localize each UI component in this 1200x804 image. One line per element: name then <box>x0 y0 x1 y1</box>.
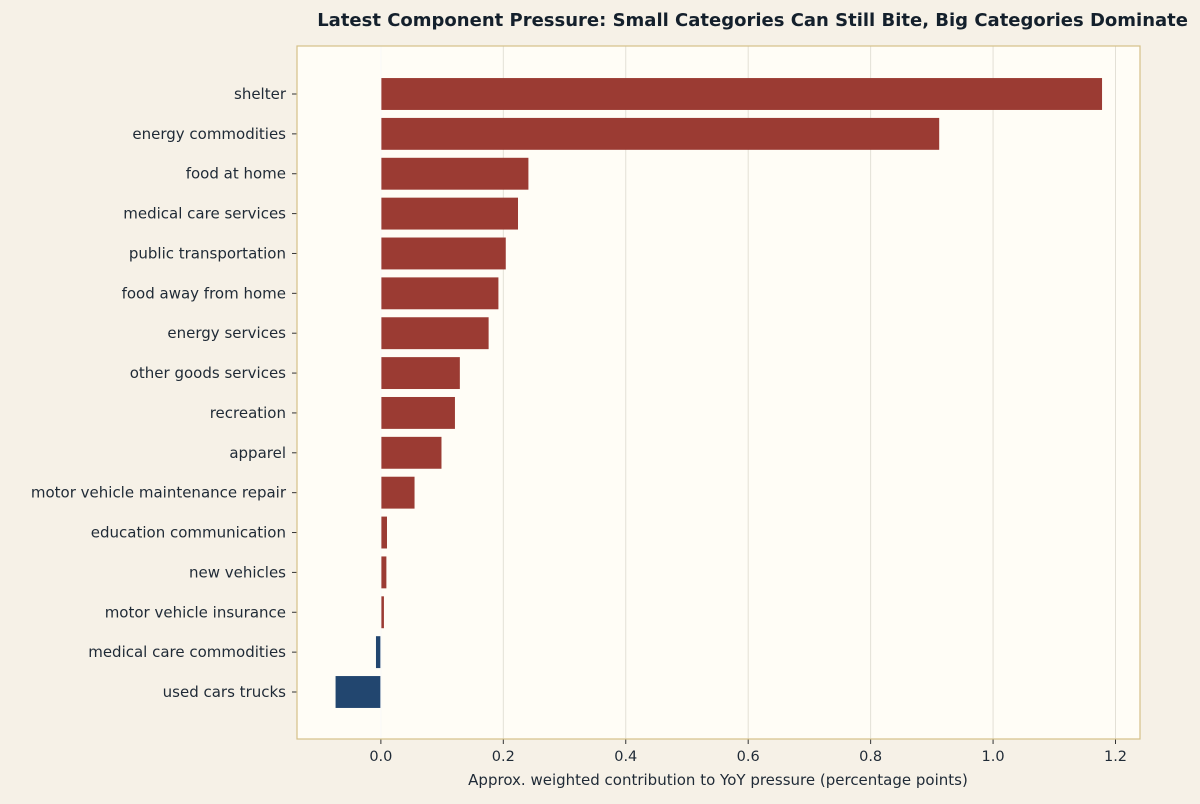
category-label: energy services <box>167 324 286 342</box>
bar-education-communication <box>380 516 387 549</box>
category-label: motor vehicle maintenance repair <box>31 484 287 502</box>
bar-motor-vehicle-maintenance-repair <box>380 476 415 509</box>
plot-area <box>297 46 1140 739</box>
bar-apparel <box>380 436 442 469</box>
category-label: motor vehicle insurance <box>105 603 286 621</box>
x-tick-label: 0.4 <box>614 749 637 765</box>
bar-energy-commodities <box>380 117 940 150</box>
chart-title: Latest Component Pressure: Small Categor… <box>317 10 1188 31</box>
category-label: food at home <box>186 165 286 183</box>
bar-new-vehicles <box>380 556 387 589</box>
category-label: recreation <box>210 404 286 422</box>
bar-used-cars-trucks <box>335 676 381 708</box>
category-label: other goods services <box>130 364 286 382</box>
bar-food-away-from-home <box>380 277 499 310</box>
x-tick-label: 1.2 <box>1104 749 1127 765</box>
bar-other-goods-services <box>380 357 460 390</box>
bar-food-at-home <box>380 157 529 190</box>
bar-medical-care-services <box>380 197 519 230</box>
category-label: food away from home <box>122 284 286 302</box>
category-label: public transportation <box>129 244 286 262</box>
x-axis-ticks: 0.0 0.2 0.4 0.6 0.8 1.0 1.2 <box>369 739 1127 765</box>
category-label: medical care commodities <box>88 643 286 661</box>
bar-medical-care-commodities <box>375 636 381 669</box>
x-axis-label: Approx. weighted contribution to YoY pre… <box>468 771 968 789</box>
bar-recreation <box>380 396 455 429</box>
category-labels: shelter energy commodities food at home med… <box>31 85 297 701</box>
category-label: medical care services <box>123 205 286 223</box>
bar-energy-services <box>380 317 489 350</box>
x-tick-label: 0.2 <box>492 749 515 765</box>
plot-frame <box>296 45 1141 740</box>
bar-public-transportation <box>380 237 506 270</box>
bar-shelter <box>380 78 1103 110</box>
category-label: shelter <box>234 85 287 103</box>
category-label: apparel <box>229 444 286 462</box>
category-label: education communication <box>91 524 286 542</box>
category-label: new vehicles <box>189 563 286 581</box>
bar-motor-vehicle-insurance <box>380 596 384 629</box>
category-label: used cars trucks <box>163 683 287 701</box>
bars <box>335 46 1103 739</box>
x-tick-label: 0.8 <box>859 749 882 765</box>
x-tick-label: 1.0 <box>982 749 1005 765</box>
category-label: energy commodities <box>132 125 286 143</box>
x-tick-label: 0.0 <box>369 749 392 765</box>
x-tick-label: 0.6 <box>737 749 760 765</box>
